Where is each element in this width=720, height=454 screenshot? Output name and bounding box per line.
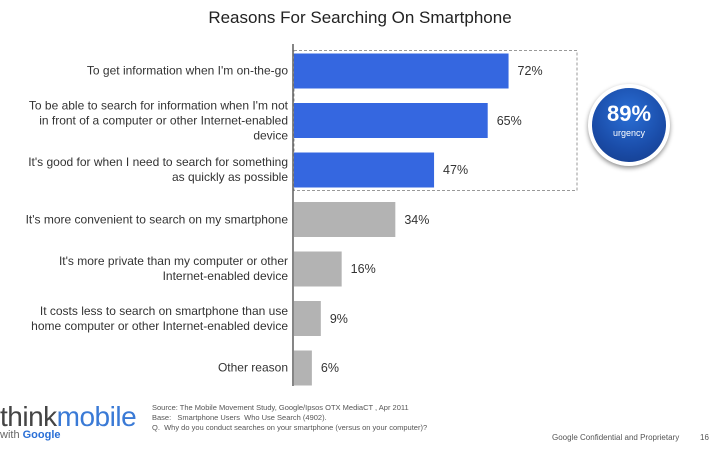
- value-label: 47%: [443, 163, 469, 177]
- value-label: 34%: [404, 212, 430, 227]
- source-line: Source: The Mobile Movement Study, Googl…: [152, 403, 409, 412]
- urgency-badge-circle: 89% urgency: [592, 88, 666, 162]
- urgency-badge: 89% urgency: [588, 84, 670, 166]
- category-label: To get information when I'm on-the-go: [86, 63, 288, 78]
- bar: [294, 103, 488, 138]
- value-label: 65%: [496, 113, 522, 128]
- source-notes: Source: The Mobile Movement Study, Googl…: [152, 403, 427, 433]
- bar: [294, 53, 509, 89]
- bar: [294, 350, 312, 386]
- bar-chart: [292, 44, 578, 386]
- category-label: It costs less to search on smartphone th…: [31, 303, 288, 333]
- value-label: 16%: [350, 262, 376, 276]
- value-label: 6%: [320, 361, 339, 375]
- urgency-value: 89%: [606, 101, 652, 126]
- logo-google-text: Google: [22, 429, 61, 441]
- bar: [294, 251, 342, 287]
- bar: [294, 301, 321, 336]
- bar: [294, 152, 435, 188]
- value-label: 9%: [329, 311, 348, 326]
- base-line: Base: Smartphone Users Who Use Search (4…: [152, 413, 327, 422]
- logo-with-google: with Google: [0, 429, 136, 441]
- category-label: Other reason: [217, 360, 288, 375]
- think-mobile-logo: thinkmobile with Google: [0, 401, 137, 442]
- question-line: Q. Why do you conduct searches on your s…: [152, 423, 428, 432]
- urgency-label: urgency: [612, 128, 646, 138]
- value-label: 72%: [517, 64, 543, 78]
- category-label: It's more convenient to search on my sma…: [25, 212, 288, 226]
- logo-with-text: with: [0, 429, 23, 441]
- category-label: It's more private than my computer or ot…: [58, 254, 288, 283]
- confidential-notice: Google Confidential and Proprietary: [552, 433, 680, 442]
- logo-think-text: think: [0, 401, 57, 432]
- logo-wordmark: thinkmobile: [0, 401, 137, 432]
- logo-mobile-text: mobile: [56, 401, 137, 432]
- chart-title: Reasons For Searching On Smartphone: [208, 8, 512, 27]
- category-label: To be able to search for information whe…: [28, 98, 288, 142]
- page-number: 16: [700, 433, 709, 442]
- category-label: It's good for when I need to search for …: [28, 155, 288, 184]
- bar: [294, 202, 396, 237]
